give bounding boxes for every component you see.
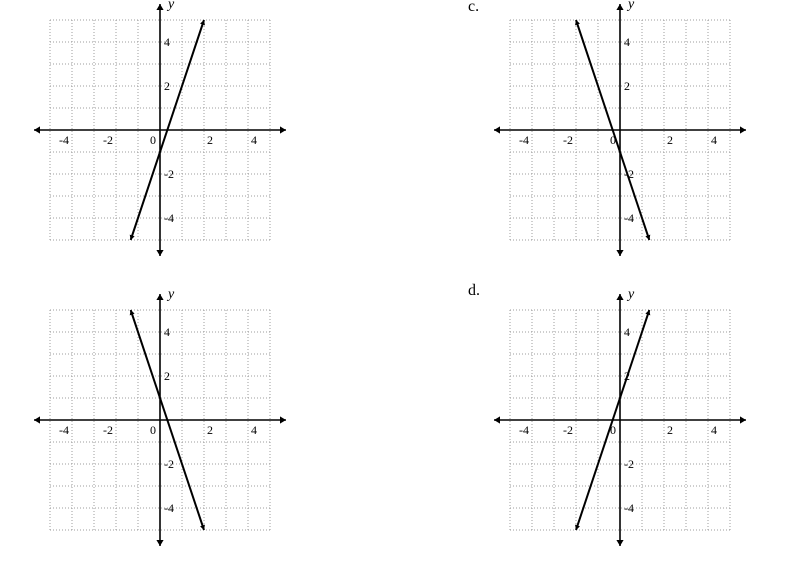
svg-text:-4: -4 (519, 423, 529, 437)
svg-text:2: 2 (207, 133, 213, 147)
svg-text:4: 4 (164, 325, 170, 339)
chart-panel-a: -4-224-4-2240xy (30, 0, 290, 265)
svg-text:-2: -2 (563, 133, 573, 147)
svg-text:y: y (166, 0, 175, 12)
svg-text:y: y (166, 290, 175, 302)
coordinate-chart: -4-224-4-2240xy (490, 0, 750, 260)
chart-panel-d: -4-224-4-2240xy (490, 290, 750, 555)
svg-text:2: 2 (164, 369, 170, 383)
svg-text:2: 2 (207, 423, 213, 437)
svg-text:-4: -4 (59, 133, 69, 147)
svg-text:-4: -4 (59, 423, 69, 437)
chart-panel-c: -4-224-4-2240xy (490, 0, 750, 265)
svg-text:-2: -2 (103, 423, 113, 437)
svg-text:y: y (626, 290, 635, 302)
option-d-label: d. (468, 282, 480, 300)
svg-text:4: 4 (711, 133, 717, 147)
svg-text:-4: -4 (519, 133, 529, 147)
svg-text:2: 2 (164, 79, 170, 93)
svg-text:4: 4 (251, 133, 257, 147)
svg-text:-4: -4 (624, 501, 634, 515)
svg-text:-2: -2 (624, 457, 634, 471)
svg-text:4: 4 (624, 35, 630, 49)
svg-text:4: 4 (251, 423, 257, 437)
svg-text:y: y (626, 0, 635, 12)
option-c-label: c. (468, 0, 479, 16)
svg-text:2: 2 (667, 133, 673, 147)
svg-text:-4: -4 (164, 211, 174, 225)
chart-panel-b: -4-224-4-2240xy (30, 290, 290, 555)
coordinate-chart: -4-224-4-2240xy (30, 290, 290, 550)
coordinate-chart: -4-224-4-2240xy (490, 290, 750, 550)
svg-text:2: 2 (624, 79, 630, 93)
svg-text:-2: -2 (164, 457, 174, 471)
svg-text:4: 4 (624, 325, 630, 339)
coordinate-chart: -4-224-4-2240xy (30, 0, 290, 260)
svg-text:-2: -2 (103, 133, 113, 147)
page-root: c. d. -4-224-4-2240xy -4-224-4-2240xy -4… (0, 0, 800, 563)
svg-text:-2: -2 (164, 167, 174, 181)
svg-text:2: 2 (667, 423, 673, 437)
svg-text:4: 4 (711, 423, 717, 437)
svg-text:-4: -4 (164, 501, 174, 515)
svg-text:-2: -2 (563, 423, 573, 437)
svg-text:-4: -4 (624, 211, 634, 225)
svg-text:4: 4 (164, 35, 170, 49)
svg-text:0: 0 (150, 423, 156, 437)
svg-text:0: 0 (150, 133, 156, 147)
